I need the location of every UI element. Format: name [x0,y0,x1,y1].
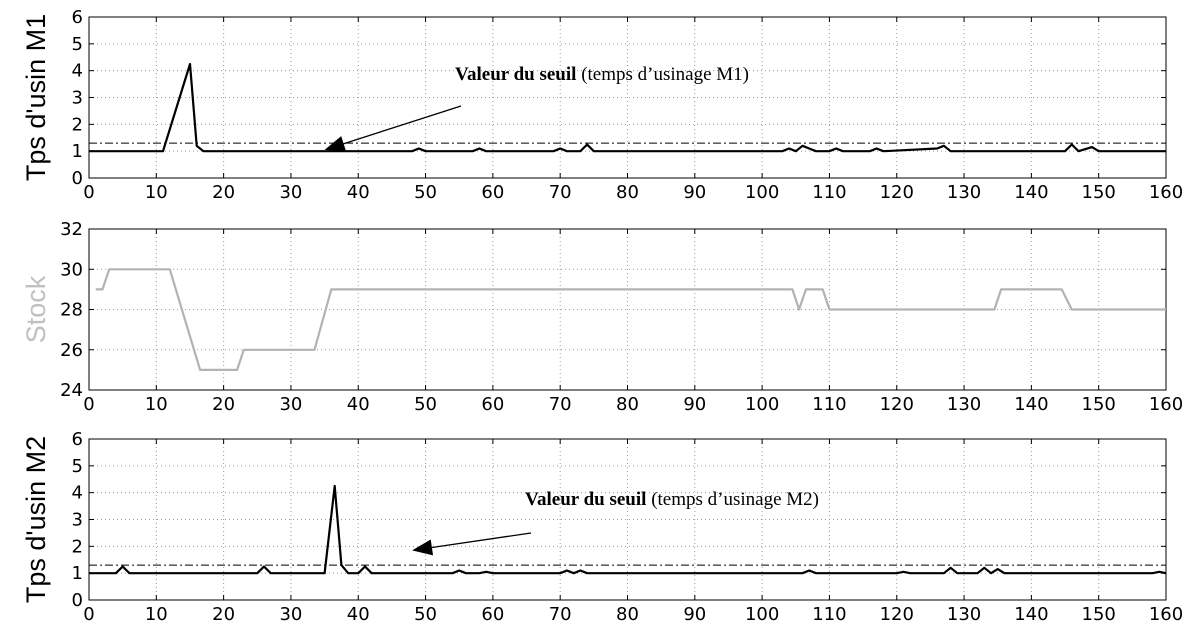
x-tick-label: 150 [1082,604,1116,625]
x-tick-label: 20 [212,604,235,625]
y-tick-label: 5 [72,34,83,55]
x-tick-label: 130 [947,182,981,203]
x-tick-label: 150 [1082,182,1116,203]
y-tick-label: 1 [72,563,83,584]
annotation-arrow-line [343,105,462,145]
x-tick-label: 60 [481,604,504,625]
x-tick-label: 50 [414,182,437,203]
y-tick-label: 3 [72,88,83,109]
x-tick-label: 30 [279,604,302,625]
x-tick-label: 20 [212,182,235,203]
x-tick-label: 80 [616,604,639,625]
annotation-arrow-head [324,136,347,152]
x-tick-label: 70 [549,182,572,203]
x-tick-label: 50 [414,604,437,625]
x-tick-label: 10 [145,394,168,415]
x-tick-label: 70 [549,394,572,415]
y-tick-label: 3 [72,510,83,531]
y-tick-label: 0 [72,168,83,189]
y-tick-label: 4 [72,483,83,504]
y-tick-label: 30 [60,259,83,280]
y-tick-label: 0 [72,590,83,611]
annotation-arrow-head [412,539,434,556]
x-tick-label: 120 [880,604,914,625]
x-tick-label: 100 [745,604,779,625]
x-tick-label: 140 [1014,604,1048,625]
annotation-text: Valeur du seuil (temps d’usinage M1) [455,64,749,85]
axes-box [88,16,1167,179]
y-tick-label: 24 [60,380,83,401]
y-axis-label: Tps d'usin M2 [21,436,51,603]
x-tick-label: 160 [1149,394,1183,415]
y-axis-label: Stock [21,275,51,343]
x-tick-label: 140 [1014,394,1048,415]
annotation-normal: (temps d’usinage M1) [576,64,749,85]
x-tick-label: 120 [880,394,914,415]
x-tick-label: 160 [1149,604,1183,625]
x-tick-label: 50 [414,394,437,415]
annotation-bold: Valeur du seuil [525,489,646,510]
x-tick-label: 60 [481,182,504,203]
panel-3: 0 10 20 30 40 50 60 70 80 90 100 110 120 130 140 150 160… [21,429,1183,625]
y-tick-label: 4 [72,61,83,82]
x-tick-label: 60 [481,394,504,415]
x-tick-label: 130 [947,394,981,415]
x-tick-label: 0 [83,394,94,415]
y-axis-label: Tps d'usin M1 [21,14,51,181]
x-tick-label: 40 [347,604,370,625]
x-tick-label: 20 [212,394,235,415]
y-tick-label: 5 [72,456,83,477]
annotation-text: Valeur du seuil (temps d’usinage M2) [525,489,819,510]
x-tick-label: 10 [145,604,168,625]
y-tick-label: 6 [72,429,83,450]
series-line [89,484,1167,575]
y-tick-label: 1 [72,141,83,162]
x-tick-label: 150 [1082,394,1116,415]
series-line [89,62,1166,153]
panel-1: 0 10 20 30 40 50 60 70 80 90 100 110 120 130 140 150 160… [21,7,1183,203]
y-tick-label: 6 [72,7,83,28]
x-tick-label: 100 [745,182,779,203]
x-tick-label: 40 [347,182,370,203]
y-tick-label: 26 [60,340,83,361]
x-tick-label: 120 [880,182,914,203]
annotation-arrow-line [431,532,532,549]
panel-2: 0 10 20 30 40 50 60 70 80 90 100 110 120 130 140 150 160… [21,219,1183,415]
x-tick-label: 30 [279,182,302,203]
x-tick-label: 10 [145,182,168,203]
x-tick-label: 160 [1149,182,1183,203]
y-tick-label: 28 [60,300,83,321]
x-tick-label: 110 [812,394,846,415]
y-tick-label: 32 [60,219,83,240]
x-tick-label: 90 [683,394,706,415]
annotation-bold: Valeur du seuil [455,64,576,85]
x-tick-label: 110 [812,604,846,625]
x-tick-label: 0 [83,182,94,203]
series-line [95,268,1166,371]
axes-box [88,438,1167,601]
x-tick-label: 130 [947,604,981,625]
x-tick-label: 70 [549,604,572,625]
x-tick-label: 80 [616,182,639,203]
x-tick-label: 40 [347,394,370,415]
x-tick-label: 100 [745,394,779,415]
x-tick-label: 90 [683,182,706,203]
x-tick-label: 0 [83,604,94,625]
annotation-normal: (temps d’usinage M2) [646,489,819,510]
x-tick-label: 110 [812,182,846,203]
x-tick-label: 30 [279,394,302,415]
y-tick-label: 2 [72,114,83,135]
x-tick-label: 140 [1014,182,1048,203]
x-tick-label: 80 [616,394,639,415]
x-tick-label: 90 [683,604,706,625]
y-tick-label: 2 [72,536,83,557]
